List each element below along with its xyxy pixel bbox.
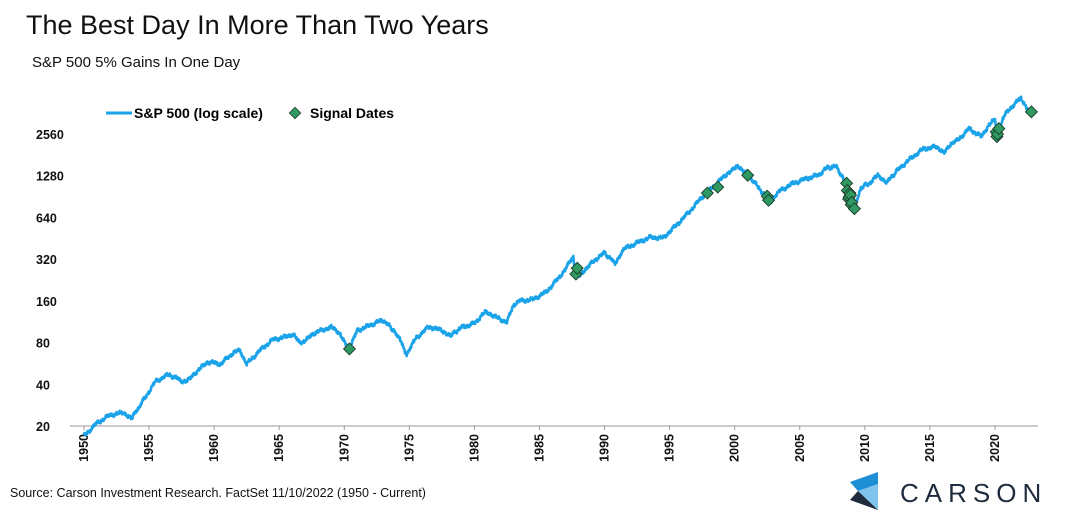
carson-logo: CARSON	[848, 470, 1063, 516]
series-line-sp500	[82, 95, 1033, 437]
y-tick-label: 80	[36, 337, 50, 351]
x-tick-label: 1955	[142, 434, 156, 462]
signal-date-marker	[847, 202, 861, 216]
series-points-group	[342, 105, 1038, 356]
x-tick-label: 1970	[337, 434, 351, 462]
carson-logo-mark	[850, 472, 878, 510]
carson-logo-text: CARSON	[900, 478, 1048, 508]
x-tick-label: 1985	[532, 434, 546, 462]
x-tick-label: 2005	[793, 434, 807, 462]
signal-date-marker	[711, 180, 725, 194]
signal-date-marker	[1024, 105, 1038, 119]
chart-subtitle: S&P 500 5% Gains In One Day	[32, 54, 241, 71]
legend-label-sp500: S&P 500 (log scale)	[134, 105, 263, 121]
y-axis: 20 40 80 160 320 640 1280 2560	[36, 128, 64, 434]
signal-date-marker	[700, 186, 714, 200]
legend: S&P 500 (log scale) Signal Dates	[106, 105, 394, 121]
y-tick-label: 20	[36, 420, 50, 434]
x-tick-label: 1995	[663, 434, 677, 462]
legend-label-signal: Signal Dates	[310, 105, 394, 121]
signal-date-marker	[992, 122, 1006, 136]
x-tick-label: 2020	[988, 434, 1002, 462]
signal-date-marker	[761, 193, 776, 207]
y-tick-label: 160	[36, 295, 57, 309]
source-note: Source: Carson Investment Research. Fact…	[10, 486, 426, 500]
y-tick-label: 1280	[36, 170, 64, 184]
y-tick-label: 640	[36, 211, 57, 225]
x-tick-label: 1980	[467, 434, 481, 462]
x-tick-label: 2015	[923, 434, 937, 462]
x-tick-label: 1950	[77, 434, 91, 462]
signal-date-marker	[342, 342, 357, 356]
x-tick-label: 1965	[272, 434, 286, 462]
chart-title: The Best Day In More Than Two Years	[26, 10, 489, 40]
x-tick-label: 1960	[207, 434, 221, 462]
x-tick-label: 1975	[402, 434, 416, 462]
x-tick-label: 2010	[858, 434, 872, 462]
signal-date-marker	[741, 168, 755, 182]
x-tick-label: 2000	[728, 434, 742, 462]
signal-date-marker	[840, 176, 854, 190]
series-line-group	[82, 95, 1033, 437]
x-tick-label: 1990	[598, 434, 612, 462]
x-axis: 1950 1955 1960 1965 1970 1975 1980 1985 1990 1995…	[70, 425, 1038, 462]
signal-date-marker	[570, 261, 584, 275]
y-tick-label: 2560	[36, 128, 64, 142]
legend-diamond-swatch	[288, 106, 302, 120]
y-tick-label: 40	[36, 378, 50, 392]
y-tick-label: 320	[36, 253, 57, 267]
